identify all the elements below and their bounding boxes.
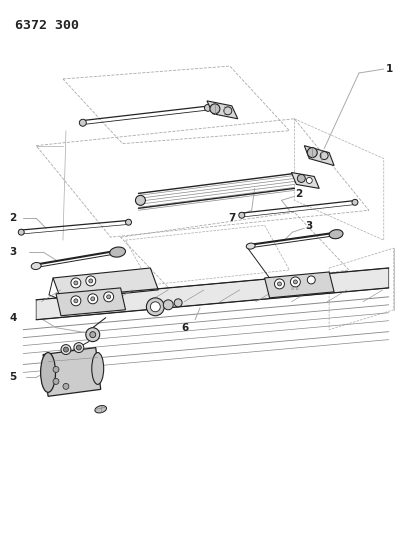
- Circle shape: [174, 299, 182, 307]
- Circle shape: [64, 347, 69, 352]
- Circle shape: [86, 328, 100, 342]
- Circle shape: [74, 299, 78, 303]
- Polygon shape: [264, 272, 334, 298]
- Ellipse shape: [95, 406, 106, 413]
- Circle shape: [76, 345, 81, 350]
- Text: 1: 1: [386, 64, 393, 74]
- Circle shape: [163, 300, 173, 310]
- Circle shape: [320, 151, 328, 159]
- Text: 4: 4: [9, 313, 17, 323]
- Ellipse shape: [329, 230, 343, 239]
- Circle shape: [297, 174, 305, 182]
- Polygon shape: [291, 173, 319, 188]
- Circle shape: [306, 177, 312, 183]
- Circle shape: [104, 292, 113, 302]
- Circle shape: [126, 219, 131, 225]
- Circle shape: [224, 107, 232, 115]
- Circle shape: [74, 343, 84, 352]
- Circle shape: [90, 332, 96, 337]
- Circle shape: [91, 297, 95, 301]
- Text: 2: 2: [295, 189, 303, 199]
- Circle shape: [239, 212, 245, 218]
- Circle shape: [18, 229, 24, 235]
- Circle shape: [290, 277, 300, 287]
- Polygon shape: [207, 101, 238, 119]
- Polygon shape: [36, 268, 389, 320]
- Circle shape: [352, 199, 358, 205]
- Circle shape: [307, 148, 317, 158]
- Circle shape: [146, 298, 164, 316]
- Circle shape: [275, 279, 284, 289]
- Text: 5: 5: [9, 373, 17, 382]
- Polygon shape: [304, 146, 334, 166]
- Circle shape: [86, 276, 96, 286]
- Circle shape: [79, 119, 86, 126]
- Circle shape: [135, 196, 145, 205]
- Circle shape: [63, 383, 69, 389]
- Circle shape: [71, 296, 81, 306]
- Text: 6: 6: [182, 322, 189, 333]
- Circle shape: [106, 295, 111, 299]
- Circle shape: [53, 367, 59, 373]
- Polygon shape: [43, 348, 101, 397]
- Ellipse shape: [246, 243, 255, 249]
- Text: 3: 3: [9, 247, 17, 257]
- Circle shape: [210, 104, 220, 114]
- Circle shape: [74, 281, 78, 285]
- Circle shape: [88, 294, 98, 304]
- Text: a b: a b: [290, 286, 298, 292]
- Circle shape: [53, 378, 59, 384]
- Circle shape: [204, 104, 211, 111]
- Text: 3: 3: [305, 221, 313, 231]
- Circle shape: [151, 302, 160, 312]
- Circle shape: [71, 278, 81, 288]
- Circle shape: [61, 345, 71, 354]
- Circle shape: [307, 276, 315, 284]
- Circle shape: [277, 282, 282, 286]
- Text: 2: 2: [9, 213, 17, 223]
- Text: 6372 300: 6372 300: [15, 19, 79, 33]
- Ellipse shape: [92, 352, 104, 384]
- Circle shape: [89, 279, 93, 283]
- Ellipse shape: [31, 262, 41, 270]
- Ellipse shape: [110, 247, 126, 257]
- Text: 7: 7: [228, 213, 235, 223]
- Ellipse shape: [41, 352, 55, 392]
- Polygon shape: [53, 268, 158, 300]
- Circle shape: [293, 280, 297, 284]
- Polygon shape: [56, 288, 126, 316]
